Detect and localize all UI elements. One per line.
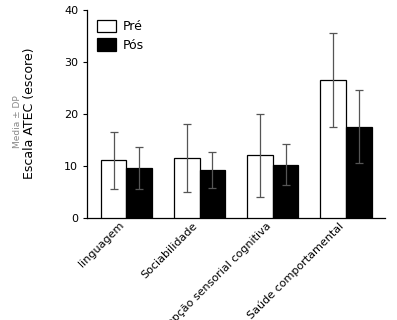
Bar: [346, 127, 372, 218]
Text: Media ± DP: Media ± DP: [13, 95, 22, 148]
Bar: [200, 170, 225, 218]
Bar: [273, 164, 299, 218]
Bar: [127, 168, 152, 218]
Bar: [174, 158, 200, 218]
Legend: Pré, Pós: Pré, Pós: [94, 16, 147, 56]
Bar: [101, 160, 127, 218]
Y-axis label: Escala ATEC (escore): Escala ATEC (escore): [23, 48, 37, 179]
Bar: [247, 155, 273, 218]
Bar: [320, 80, 346, 218]
